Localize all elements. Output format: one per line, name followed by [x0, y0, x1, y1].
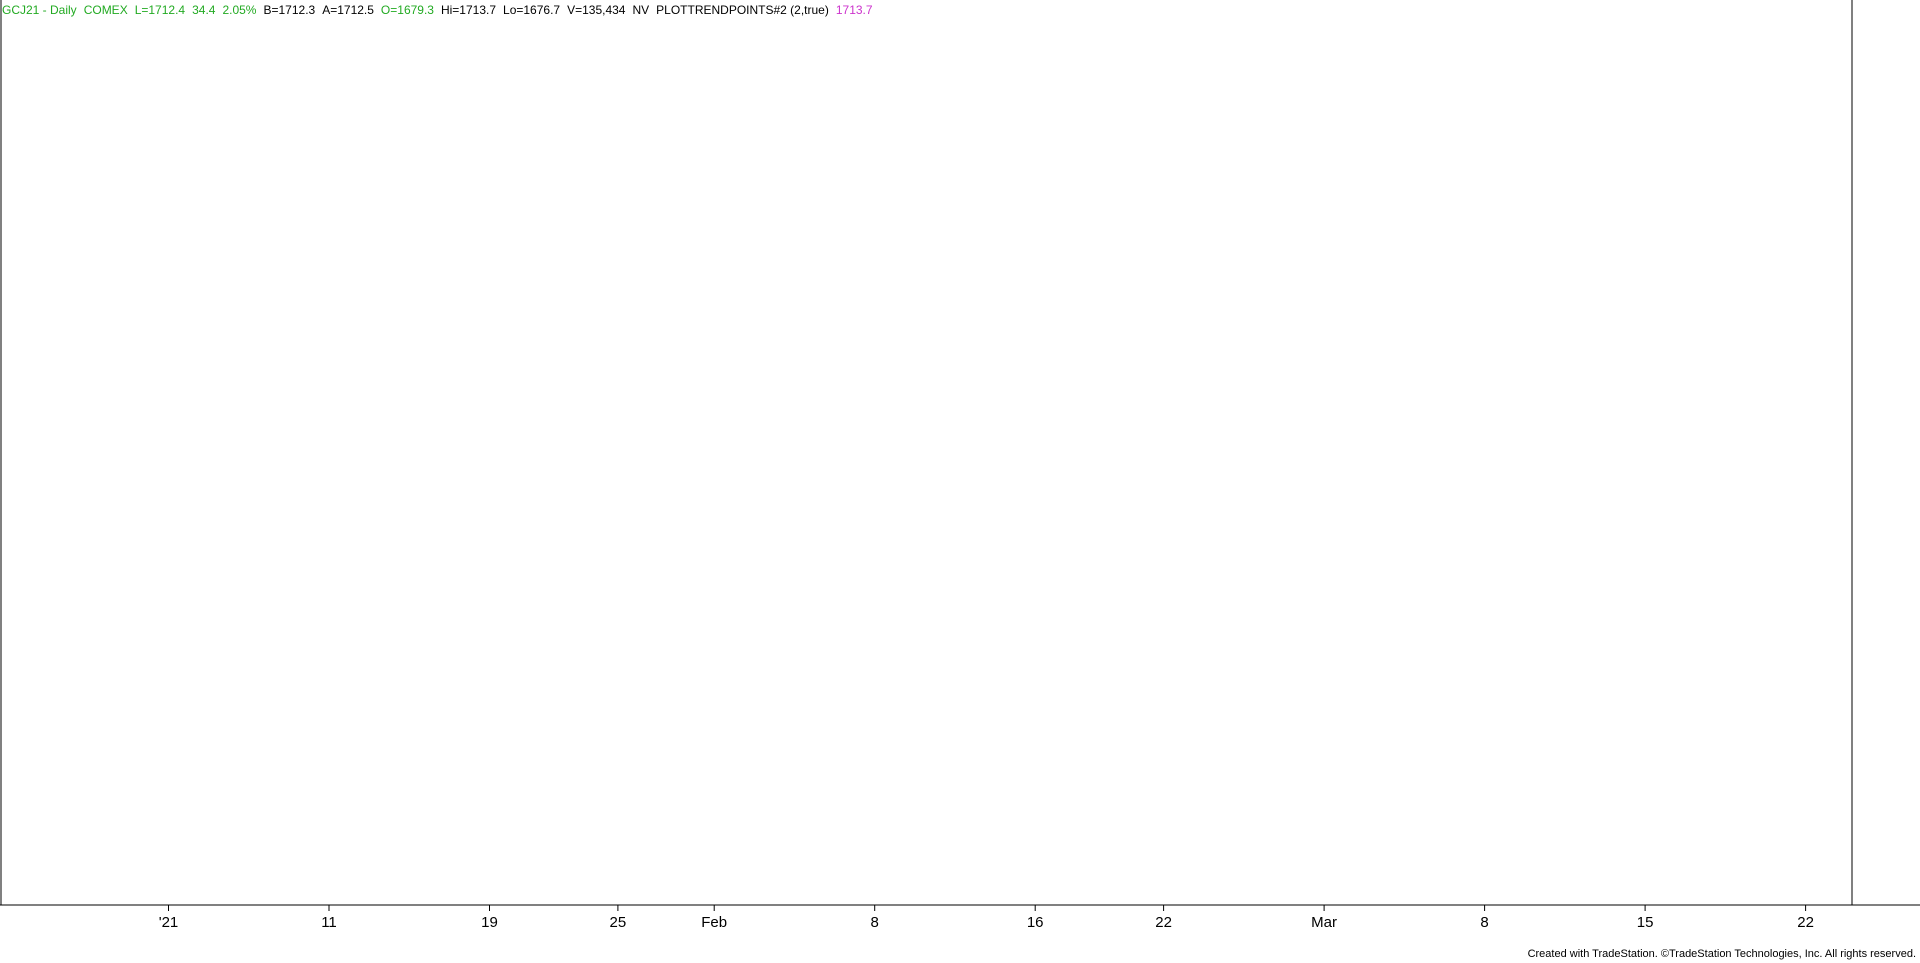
symbol-label: GCJ21 - Daily	[2, 3, 77, 17]
ask-value: A=1712.5	[322, 3, 374, 17]
last-price: L=1712.4	[134, 3, 186, 17]
x-tick-label: Feb	[701, 914, 727, 931]
indicator-value: 1713.7	[835, 3, 873, 17]
x-tick-label: 22	[1797, 914, 1814, 931]
indicator-name: PLOTTRENDPOINTS#2 (2,true)	[656, 3, 829, 17]
x-tick-label: 25	[610, 914, 627, 931]
x-tick-label: Mar	[1311, 914, 1337, 931]
x-tick-label: 22	[1155, 914, 1172, 931]
x-tick-label: '21	[159, 914, 179, 931]
chart-header: GCJ21 - Daily COMEX L=1712.4 34.4 2.05% B=171…	[2, 3, 880, 17]
x-tick-label: 8	[1480, 914, 1488, 931]
nv-label: NV	[632, 3, 650, 17]
x-tick-label: 8	[871, 914, 879, 931]
bid-value: B=1712.3	[263, 3, 316, 17]
footer-credit: Created with TradeStation. ©TradeStation…	[1527, 948, 1916, 960]
x-tick-label: 16	[1027, 914, 1044, 931]
x-tick-label: 19	[481, 914, 498, 931]
low-value: Lo=1676.7	[503, 3, 561, 17]
x-tick-label: 15	[1637, 914, 1654, 931]
x-tick-label: 11	[321, 914, 337, 931]
open-value: O=1679.3	[380, 3, 434, 17]
exchange-label: COMEX	[83, 3, 128, 17]
high-value: Hi=1713.7	[440, 3, 497, 17]
change-value: 34.4	[192, 3, 216, 17]
change-percent: 2.05%	[222, 3, 257, 17]
axes: 1,600.01,650.01,700.01,750.01,800.01,850…	[0, 0, 1920, 931]
volume-value: V=135,434	[567, 3, 626, 17]
